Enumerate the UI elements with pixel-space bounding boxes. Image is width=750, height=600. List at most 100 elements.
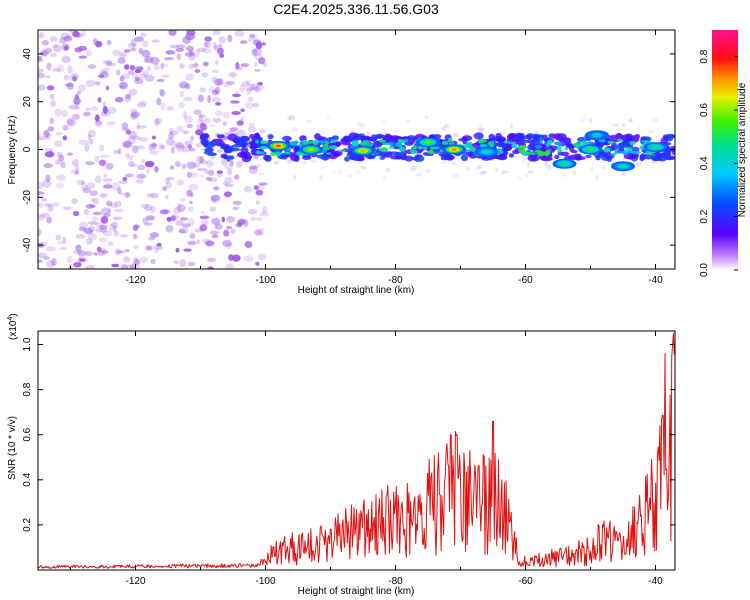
noise-blob xyxy=(87,64,97,70)
noise-blob xyxy=(200,124,207,131)
halo-blob xyxy=(477,127,485,133)
band-speckle xyxy=(380,147,389,152)
noise-blob xyxy=(179,198,186,202)
noise-blob xyxy=(215,102,222,106)
noise-blob xyxy=(223,229,230,237)
noise-blob xyxy=(151,142,157,150)
noise-blob xyxy=(224,183,234,188)
halo-blob xyxy=(451,160,457,166)
band-speckle xyxy=(283,151,291,155)
noise-blob xyxy=(76,179,86,186)
noise-blob xyxy=(179,63,185,69)
noise-blob xyxy=(145,161,155,169)
noise-blob xyxy=(106,59,112,66)
noise-blob xyxy=(231,254,241,262)
noise-blob xyxy=(118,51,128,56)
noise-blob xyxy=(87,221,98,225)
halo-blob xyxy=(547,165,552,170)
noise-blob xyxy=(128,154,134,161)
noise-blob xyxy=(112,49,121,56)
snr-scale-note: (x104) xyxy=(7,313,19,340)
x-tick-label: -60 xyxy=(518,576,533,587)
spectrogram-heatmap xyxy=(38,30,675,269)
noise-blob xyxy=(44,203,53,208)
band-speckle xyxy=(259,145,268,150)
band-blob xyxy=(218,141,226,147)
noise-blob xyxy=(239,40,248,44)
band-blob xyxy=(527,138,533,144)
noise-blob xyxy=(226,168,233,176)
noise-blob xyxy=(140,203,150,209)
noise-blob xyxy=(245,101,254,110)
noise-blob xyxy=(224,176,233,184)
noise-blob xyxy=(51,257,57,266)
band-blob xyxy=(408,138,415,145)
noise-blob xyxy=(94,114,100,122)
band-blob xyxy=(236,137,246,144)
noise-blob xyxy=(99,154,110,159)
noise-blob xyxy=(248,165,258,170)
noise-blob xyxy=(129,64,135,71)
hotspot-4 xyxy=(442,144,466,155)
noise-blob xyxy=(61,55,71,64)
band-blob xyxy=(379,156,386,160)
noise-blob xyxy=(244,241,253,248)
band-blob xyxy=(202,140,209,148)
noise-blob xyxy=(110,221,119,228)
noise-blob xyxy=(258,182,268,186)
halo-blob xyxy=(499,130,507,135)
noise-blob xyxy=(99,193,108,198)
noise-blob xyxy=(118,180,128,184)
noise-blob xyxy=(87,232,97,241)
hotspot-1 xyxy=(299,144,323,155)
band-blob xyxy=(460,154,469,162)
noise-blob xyxy=(63,206,72,211)
noise-blob xyxy=(236,129,246,138)
band-blob xyxy=(495,133,502,138)
band-blob xyxy=(574,153,581,158)
noise-blob xyxy=(38,32,45,39)
band-speckle xyxy=(522,145,527,149)
noise-blob xyxy=(226,216,235,223)
noise-blob xyxy=(138,100,148,106)
band-blob xyxy=(240,147,249,154)
noise-blob xyxy=(193,61,198,69)
noise-blob xyxy=(53,44,62,53)
noise-blob xyxy=(175,162,182,168)
noise-blob xyxy=(85,250,93,257)
noise-blob xyxy=(131,135,142,140)
noise-blob xyxy=(99,144,105,152)
noise-blob xyxy=(159,88,165,97)
noise-blob xyxy=(175,142,184,149)
noise-blob xyxy=(73,97,81,105)
noise-blob xyxy=(199,224,208,232)
noise-blob xyxy=(229,127,239,132)
band-blob xyxy=(226,155,232,162)
band-speckle xyxy=(544,150,551,156)
noise-blob xyxy=(70,169,80,174)
noise-blob xyxy=(155,117,163,125)
noise-blob xyxy=(156,242,162,247)
halo-blob xyxy=(286,116,292,120)
noise-blob xyxy=(189,234,196,239)
noise-blob xyxy=(113,225,117,233)
noise-blob xyxy=(248,166,258,175)
band-speckle xyxy=(539,140,544,144)
halo-blob xyxy=(320,166,325,169)
noise-blob xyxy=(66,117,74,125)
noise-blob xyxy=(154,118,160,127)
band-speckle xyxy=(441,140,449,145)
band-blob xyxy=(227,133,238,141)
colorbar: 0.0 0.2 0.4 0.6 0.8 Normalized spectral ampl… xyxy=(699,30,748,277)
hotspot-8 xyxy=(585,130,609,141)
band-speckle xyxy=(611,152,617,156)
noise-blob xyxy=(165,224,174,233)
noise-blob xyxy=(117,187,122,194)
noise-blob xyxy=(55,159,62,165)
noise-blob xyxy=(130,111,140,118)
band-speckle xyxy=(535,144,542,149)
halo-blob xyxy=(424,169,431,174)
noise-blob xyxy=(77,256,83,264)
noise-blob xyxy=(50,100,56,107)
noise-blob xyxy=(199,87,206,93)
